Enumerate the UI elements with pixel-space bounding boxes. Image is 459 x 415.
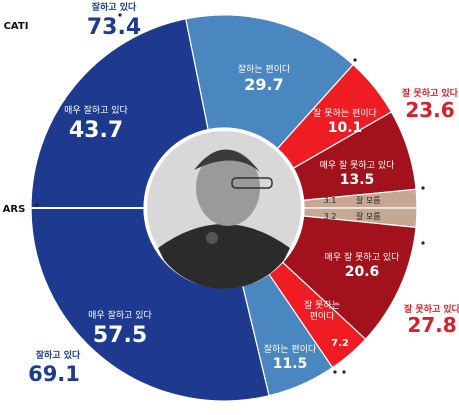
summary-ars-negative-value: 27.8: [407, 313, 456, 337]
label-cati-very-good-name: 매우 잘하고 있다: [64, 104, 128, 116]
boundary-dot: [118, 13, 122, 17]
label-ars-very-bad-value: 20.6: [345, 264, 380, 280]
summary-cati-negative-value: 23.6: [405, 98, 454, 122]
label-cati-very-good-value: 43.7: [69, 118, 123, 143]
summary-ars-positive-label: 잘하고 있다: [36, 349, 81, 361]
center-photo-hair: [194, 149, 260, 172]
label-cati-fairly-bad-value: 10.1: [328, 120, 363, 136]
boundary-dot: [342, 370, 346, 374]
center-photo-suit: [158, 224, 290, 289]
label-ars-very-good-value: 57.5: [93, 323, 147, 348]
boundary-dot: [421, 241, 425, 245]
label-cati-fairly-bad-name: 잘 못하는 편이다: [313, 107, 377, 119]
boundary-dot: [35, 203, 39, 207]
label-ars-fairly-good-name: 잘하는 편이다: [264, 343, 317, 355]
boundary-dot: [333, 370, 337, 374]
slice-cati-fairly-good: [185, 14, 354, 150]
summary-cati-positive-value: 73.4: [87, 15, 141, 40]
label-cati-unknown-value: 3.1: [324, 196, 337, 205]
summary-cati-positive-label: 잘하고 있다: [92, 1, 137, 13]
label-cati-unknown-name: 잘 모름: [356, 196, 381, 205]
boundary-dot: [421, 186, 425, 190]
center-photo-mic: [206, 232, 218, 244]
label-ars-unknown-value: 3.2: [324, 212, 337, 221]
slice-cati-very-good: [30, 18, 209, 209]
label-cati-very-bad-value: 13.5: [340, 172, 375, 188]
summary-cati-negative-label: 잘 못하고 있다: [402, 87, 459, 99]
label-ars-fairly-bad-value: 7.2: [331, 338, 349, 349]
label-ars-fairly-bad-name-1: 잘 못하는: [304, 299, 340, 311]
label-cati-fairly-good-name: 잘하는 편이다: [238, 63, 291, 75]
boundary-dot: [353, 58, 357, 62]
center-photo-face: [196, 150, 260, 226]
label-ars-very-good-name: 매우 잘하고 있다: [88, 309, 152, 321]
center-photo-glasses: [231, 177, 273, 189]
label-ars-very-bad-name: 매우 잘 못하고 있다: [325, 251, 401, 263]
label-ars-fairly-good-value: 11.5: [273, 356, 308, 372]
label-cati-fairly-good-value: 29.7: [244, 75, 283, 94]
ring-tag-ars: ARS: [3, 204, 26, 215]
label-ars-unknown-name: 잘 모름: [356, 212, 381, 221]
label-ars-fairly-bad-name-2: 편이다: [310, 310, 336, 322]
summary-ars-positive-value: 69.1: [28, 362, 80, 386]
label-cati-very-bad-name: 매우 잘 못하고 있다: [320, 159, 396, 171]
ring-tag-cati: CATI: [4, 21, 29, 32]
summary-ars-negative-label: 잘 못하고 있다: [404, 303, 459, 315]
